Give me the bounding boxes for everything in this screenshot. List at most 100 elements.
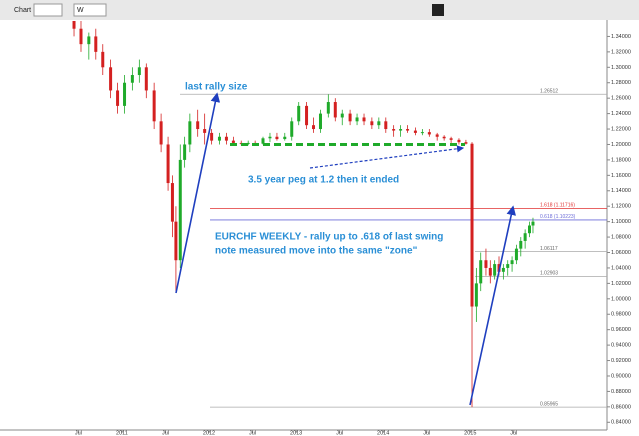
annotation: EURCHF WEEKLY - rally up to .618 of last… — [215, 232, 443, 243]
y-tick-label: 1.16000 — [611, 173, 631, 179]
candle-body — [326, 102, 330, 114]
candle-body — [531, 221, 535, 226]
candle-body — [203, 129, 207, 133]
y-tick-label: 1.20000 — [611, 142, 631, 148]
candle-body — [501, 267, 505, 272]
candle-body — [370, 121, 374, 126]
candle-body — [137, 67, 141, 76]
candle-body — [196, 121, 200, 130]
candle-body — [312, 125, 316, 130]
x-tick-label: Jul — [336, 430, 343, 436]
candle-body — [116, 90, 120, 106]
y-tick-label: 0.98000 — [611, 312, 631, 318]
y-tick-label: 1.24000 — [611, 111, 631, 117]
candle-body — [178, 159, 182, 261]
candle-body — [79, 28, 83, 45]
annotation: last rally size — [185, 82, 248, 93]
y-tick-label: 1.08000 — [611, 235, 631, 241]
candle-body — [449, 138, 453, 140]
candle-body — [523, 233, 527, 241]
candle-body — [470, 143, 474, 307]
y-tick-label: 0.90000 — [611, 373, 631, 379]
candle-body — [305, 105, 309, 126]
candle-body — [484, 260, 488, 268]
x-tick-label: Jul — [510, 430, 517, 436]
candle-body — [457, 139, 461, 143]
fib-label: 0.618 (1.10223) — [540, 214, 576, 220]
y-tick-label: 0.84000 — [611, 420, 631, 426]
candle-body — [275, 136, 279, 140]
y-tick-label: 1.14000 — [611, 188, 631, 194]
x-tick-label: Jul — [249, 430, 256, 436]
candle-body — [94, 36, 98, 52]
y-tick-label: 1.02000 — [611, 281, 631, 287]
candle-body — [355, 117, 359, 122]
y-tick-label: 1.22000 — [611, 126, 631, 132]
symbol-box[interactable] — [33, 3, 63, 17]
x-tick-label: 2012 — [203, 430, 215, 436]
candle-body — [348, 113, 352, 122]
x-tick-label: 2014 — [377, 430, 389, 436]
toolbar-button[interactable] — [432, 4, 444, 16]
interval: W — [77, 7, 84, 14]
arrow — [309, 145, 465, 169]
fib-label: 0.85965 — [540, 401, 558, 407]
candle-body — [166, 144, 170, 184]
x-tick-label: 2011 — [116, 430, 128, 436]
candle-body — [377, 121, 381, 126]
y-tick-label: 1.32000 — [611, 49, 631, 55]
annotation: 3.5 year peg at 1.2 then it ended — [248, 175, 399, 186]
candle-body — [290, 121, 294, 137]
candle-body — [109, 67, 113, 91]
candle-body — [519, 240, 523, 249]
arrow — [175, 92, 221, 294]
candle-body — [514, 248, 518, 261]
candle-body — [427, 132, 431, 135]
x-tick-label: 2015 — [464, 430, 476, 436]
candle-body — [246, 142, 250, 144]
y-tick-label: 1.04000 — [611, 265, 631, 271]
candle-body — [399, 129, 403, 131]
candle-body — [479, 260, 483, 284]
y-tick-label: 1.18000 — [611, 157, 631, 163]
candle-body — [188, 121, 192, 145]
candle-body — [72, 21, 76, 29]
candle-body — [318, 113, 322, 130]
y-tick-label: 1.28000 — [611, 80, 631, 86]
y-tick-label: 1.00000 — [611, 296, 631, 302]
y-tick-label: 0.88000 — [611, 389, 631, 395]
candle-body — [123, 82, 127, 106]
y-tick-label: 1.34000 — [611, 34, 631, 40]
fib-label: 1.02903 — [540, 271, 558, 277]
candle-body — [183, 144, 187, 160]
candle-body — [474, 283, 478, 307]
fib-label: 1.06117 — [540, 246, 558, 252]
candle-body — [261, 138, 265, 144]
candle-body — [362, 117, 366, 122]
x-tick-label: Jul — [423, 430, 430, 436]
y-tick-label: 0.94000 — [611, 343, 631, 349]
y-tick-label: 0.96000 — [611, 327, 631, 333]
fib-label: 1.618 (1.11716) — [540, 203, 575, 209]
y-tick-label: 1.06000 — [611, 250, 631, 256]
candle-body — [527, 225, 531, 234]
candle-body — [392, 129, 396, 131]
candle-body — [174, 221, 178, 261]
candle-body — [420, 132, 424, 134]
candle-body — [297, 105, 301, 122]
candle-body — [210, 132, 214, 141]
fib-label: 1.26512 — [540, 89, 558, 95]
candle-body — [510, 260, 514, 265]
arrow — [469, 205, 516, 406]
candle-body — [442, 136, 446, 139]
candle-body — [87, 36, 91, 45]
candle-body — [170, 183, 174, 222]
candle-body — [340, 113, 344, 118]
candle-body — [159, 121, 163, 145]
y-tick-label: 1.26000 — [611, 96, 631, 102]
interval-box[interactable] — [73, 3, 107, 17]
candle-body — [493, 264, 497, 276]
x-tick-label: Jul — [75, 430, 82, 436]
